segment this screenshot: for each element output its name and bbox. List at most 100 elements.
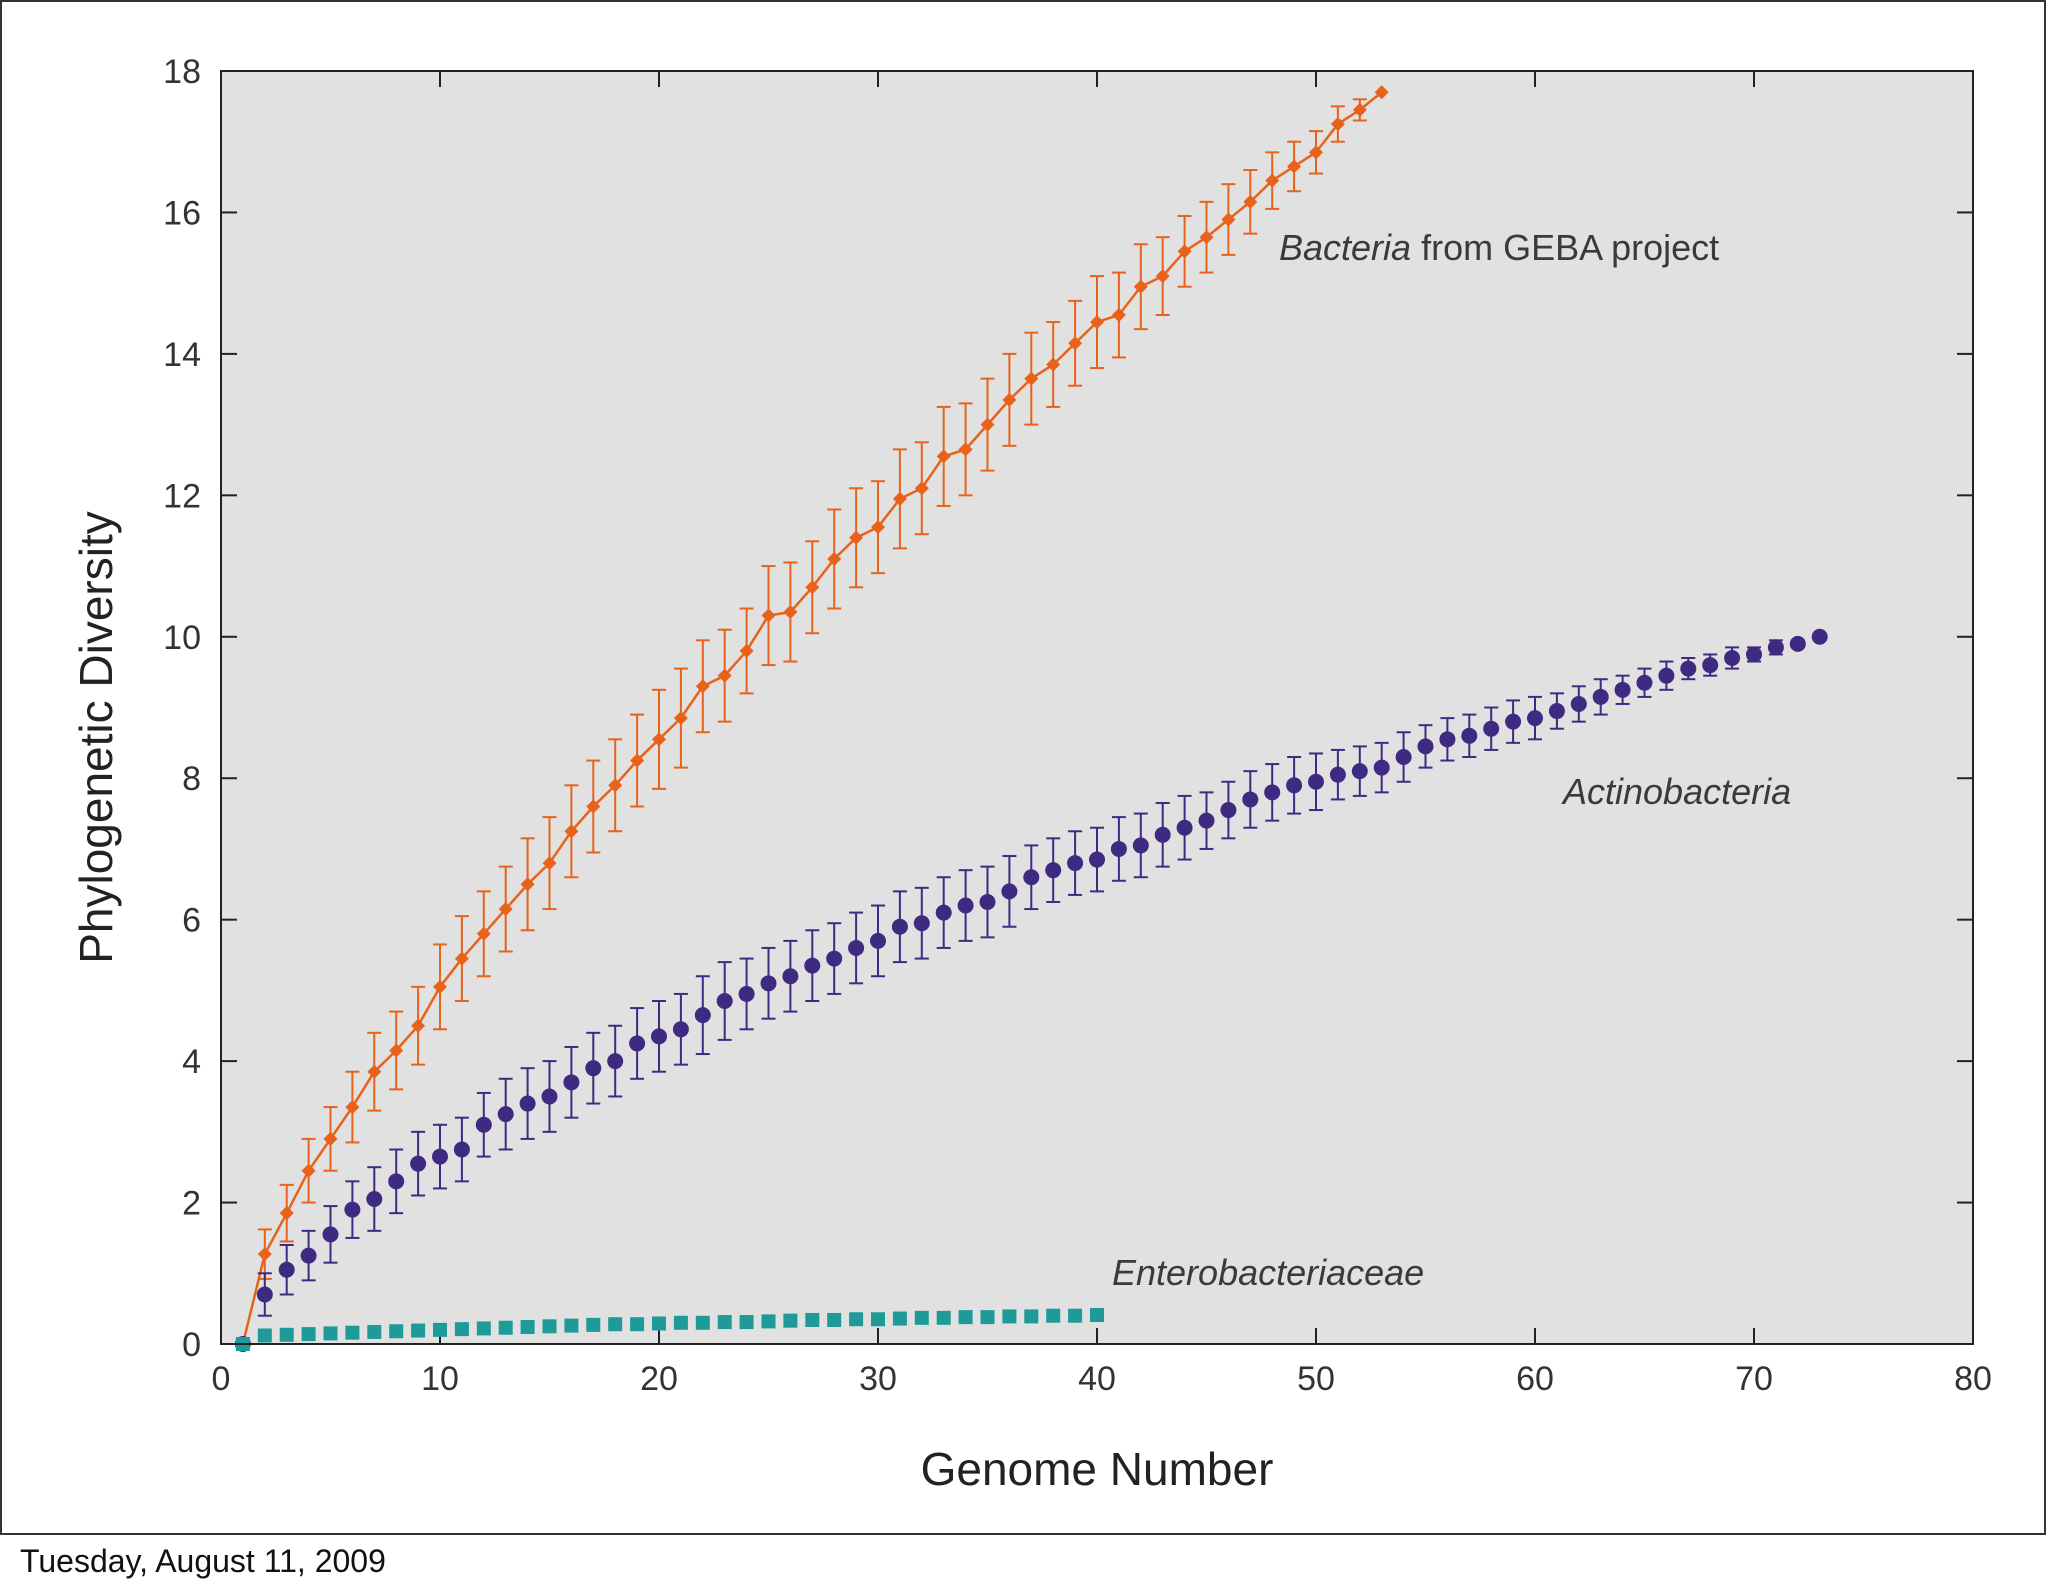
data-point <box>892 1311 907 1326</box>
data-point <box>1767 639 1784 656</box>
data-point <box>1374 85 1389 100</box>
data-point <box>1198 812 1215 829</box>
data-point <box>366 1191 383 1208</box>
data-point <box>849 1312 864 1327</box>
data-point <box>345 1100 360 1115</box>
data-point <box>913 915 930 932</box>
data-point <box>1176 819 1193 836</box>
data-point <box>1395 749 1412 766</box>
tick-labels: 0 10 20 30 40 50 60 70 80 0 2 4 6 8 10 12 14 16 18 <box>163 53 1992 1398</box>
data-point <box>717 1315 732 1330</box>
data-point <box>738 985 755 1002</box>
data-point <box>958 442 973 457</box>
slide-frame: 0 10 20 30 40 50 60 70 80 0 2 4 6 8 10 12 14 16 18 Genome … <box>0 0 2046 1535</box>
data-point <box>586 1317 601 1332</box>
data-point <box>453 1141 470 1158</box>
data-point <box>607 1053 624 1070</box>
x-tick-label: 50 <box>1297 1360 1335 1398</box>
data-point <box>652 1316 666 1331</box>
series-label-bacteria-rest: from GEBA project <box>1411 227 1719 268</box>
data-point <box>980 417 995 432</box>
data-point <box>1483 720 1500 737</box>
data-point <box>1001 883 1018 900</box>
data-point <box>1439 731 1456 748</box>
x-axis-title: Genome Number <box>921 1443 1274 1495</box>
data-point <box>805 580 820 595</box>
data-point <box>1155 269 1170 284</box>
data-point <box>1789 635 1806 652</box>
data-point <box>432 1148 448 1165</box>
data-point <box>1286 777 1303 794</box>
data-point <box>761 608 776 623</box>
data-point <box>1309 145 1323 160</box>
data-point <box>629 1035 646 1052</box>
data-point <box>1110 840 1127 857</box>
data-point <box>563 1074 580 1091</box>
plot-border <box>220 70 1974 1345</box>
x-tick-label: 0 <box>212 1360 231 1398</box>
data-point <box>1111 307 1126 322</box>
data-point <box>433 1322 447 1337</box>
y-tick-label: 8 <box>182 760 201 798</box>
y-tick-label: 0 <box>182 1326 201 1364</box>
data-point <box>542 856 557 871</box>
data-point <box>1090 1308 1104 1323</box>
series-1 <box>234 628 1828 1352</box>
data-point <box>322 1226 339 1243</box>
y-tick-label: 12 <box>163 477 201 515</box>
data-point <box>1505 713 1522 730</box>
data-point <box>673 1315 688 1330</box>
data-point <box>608 778 623 793</box>
data-point <box>1090 315 1104 330</box>
data-point <box>279 1327 294 1342</box>
data-point <box>498 902 513 917</box>
data-point <box>1351 763 1368 780</box>
data-point <box>1002 1309 1017 1324</box>
data-point <box>673 711 688 726</box>
data-point <box>1308 773 1324 790</box>
x-tick-label: 30 <box>859 1360 897 1398</box>
data-point <box>1046 357 1061 372</box>
data-point <box>804 957 821 974</box>
data-point <box>1068 336 1083 351</box>
data-point <box>717 668 732 683</box>
series-label-enterobacteriaceae: Enterobacteriaceae <box>1112 1252 1424 1293</box>
data-point <box>936 449 951 464</box>
data-point <box>257 1247 272 1262</box>
data-point <box>1002 392 1017 407</box>
data-point <box>454 951 469 966</box>
data-point <box>1024 1309 1039 1324</box>
series-layer <box>234 85 1828 1352</box>
data-point <box>1527 710 1543 727</box>
data-point <box>519 1095 536 1112</box>
data-point <box>1220 802 1237 819</box>
data-point <box>1199 230 1214 245</box>
data-point <box>1461 727 1478 744</box>
data-point <box>367 1064 382 1079</box>
x-tick-label: 40 <box>1078 1360 1116 1398</box>
data-point <box>1287 159 1302 174</box>
data-point <box>1811 628 1828 645</box>
series-label-actinobacteria: Actinobacteria <box>1561 771 1791 812</box>
data-point <box>278 1261 295 1278</box>
data-point <box>1068 1308 1083 1323</box>
data-point <box>783 1313 798 1328</box>
data-point <box>958 1310 973 1325</box>
data-point <box>827 1312 842 1327</box>
data-point <box>476 1321 491 1336</box>
data-point <box>433 979 447 994</box>
data-point <box>410 1155 427 1172</box>
data-point <box>1089 851 1105 868</box>
x-tick-label: 20 <box>640 1360 678 1398</box>
series-0 <box>235 85 1389 1351</box>
series-label-bacteria-italic: Bacteria <box>1279 227 1411 268</box>
data-point <box>761 1314 776 1329</box>
data-point <box>388 1173 405 1190</box>
data-point <box>1373 759 1390 776</box>
data-point <box>957 897 974 914</box>
data-point <box>1548 703 1565 720</box>
series-label-bacteria: Bacteria from GEBA project <box>1279 227 1719 268</box>
data-point <box>1330 117 1345 132</box>
data-point <box>1243 194 1258 209</box>
data-point <box>1592 688 1609 705</box>
